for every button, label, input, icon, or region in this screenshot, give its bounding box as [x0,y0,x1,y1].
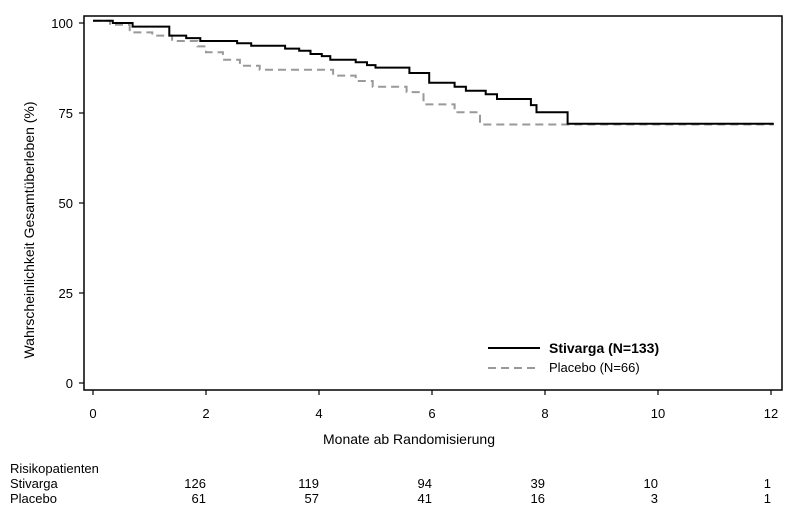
risk-value-placebo: 57 [305,491,319,506]
y-tick-label: 0 [66,376,73,391]
risk-row-label-placebo: Placebo [10,491,57,506]
risk-value-stivarga: 10 [644,476,658,491]
risk-value-placebo: 41 [418,491,432,506]
x-tick-label: 8 [541,406,548,421]
risk-value-placebo: 61 [192,491,206,506]
risk-table-title: Risikopatienten [10,461,99,476]
y-tick-label: 100 [51,16,73,31]
y-tick-label: 75 [59,106,73,121]
x-tick-label: 6 [428,406,435,421]
plot-frame [83,15,783,391]
risk-value-stivarga: 94 [418,476,432,491]
risk-value-placebo: 1 [764,491,771,506]
legend-label-placebo: Placebo (N=66) [549,360,640,375]
risk-row-label-stivarga: Stivarga [10,476,58,491]
risk-value-stivarga: 39 [531,476,545,491]
y-tick-label: 50 [59,196,73,211]
risk-value-placebo: 3 [651,491,658,506]
y-tick-label: 25 [59,286,73,301]
x-axis-title: Monate ab Randomisierung [323,431,495,447]
x-tick-label: 2 [202,406,209,421]
risk-value-stivarga: 1 [764,476,771,491]
legend-label-stivarga: Stivarga (N=133) [549,340,659,356]
y-axis: 0 25 50 75 100 [51,16,84,391]
risk-value-stivarga: 119 [298,476,319,491]
risk-table: Risikopatienten Stivarga Placebo 126 119 9… [10,461,771,506]
y-axis-title: Wahrscheinlichkeit Gesamtüberleben (%) [21,101,37,358]
series-line-placebo [93,19,774,126]
x-tick-label: 0 [89,406,96,421]
x-axis: 0 2 4 6 8 10 12 [89,390,778,421]
legend: Stivarga (N=133) Placebo (N=66) [488,340,659,375]
risk-value-placebo: 16 [531,491,545,506]
x-tick-label: 4 [315,406,322,421]
series-layer [93,19,774,126]
risk-value-stivarga: 126 [184,476,206,491]
x-tick-label: 10 [651,406,665,421]
series-line-stivarga [93,19,774,125]
x-tick-label: 12 [764,406,778,421]
